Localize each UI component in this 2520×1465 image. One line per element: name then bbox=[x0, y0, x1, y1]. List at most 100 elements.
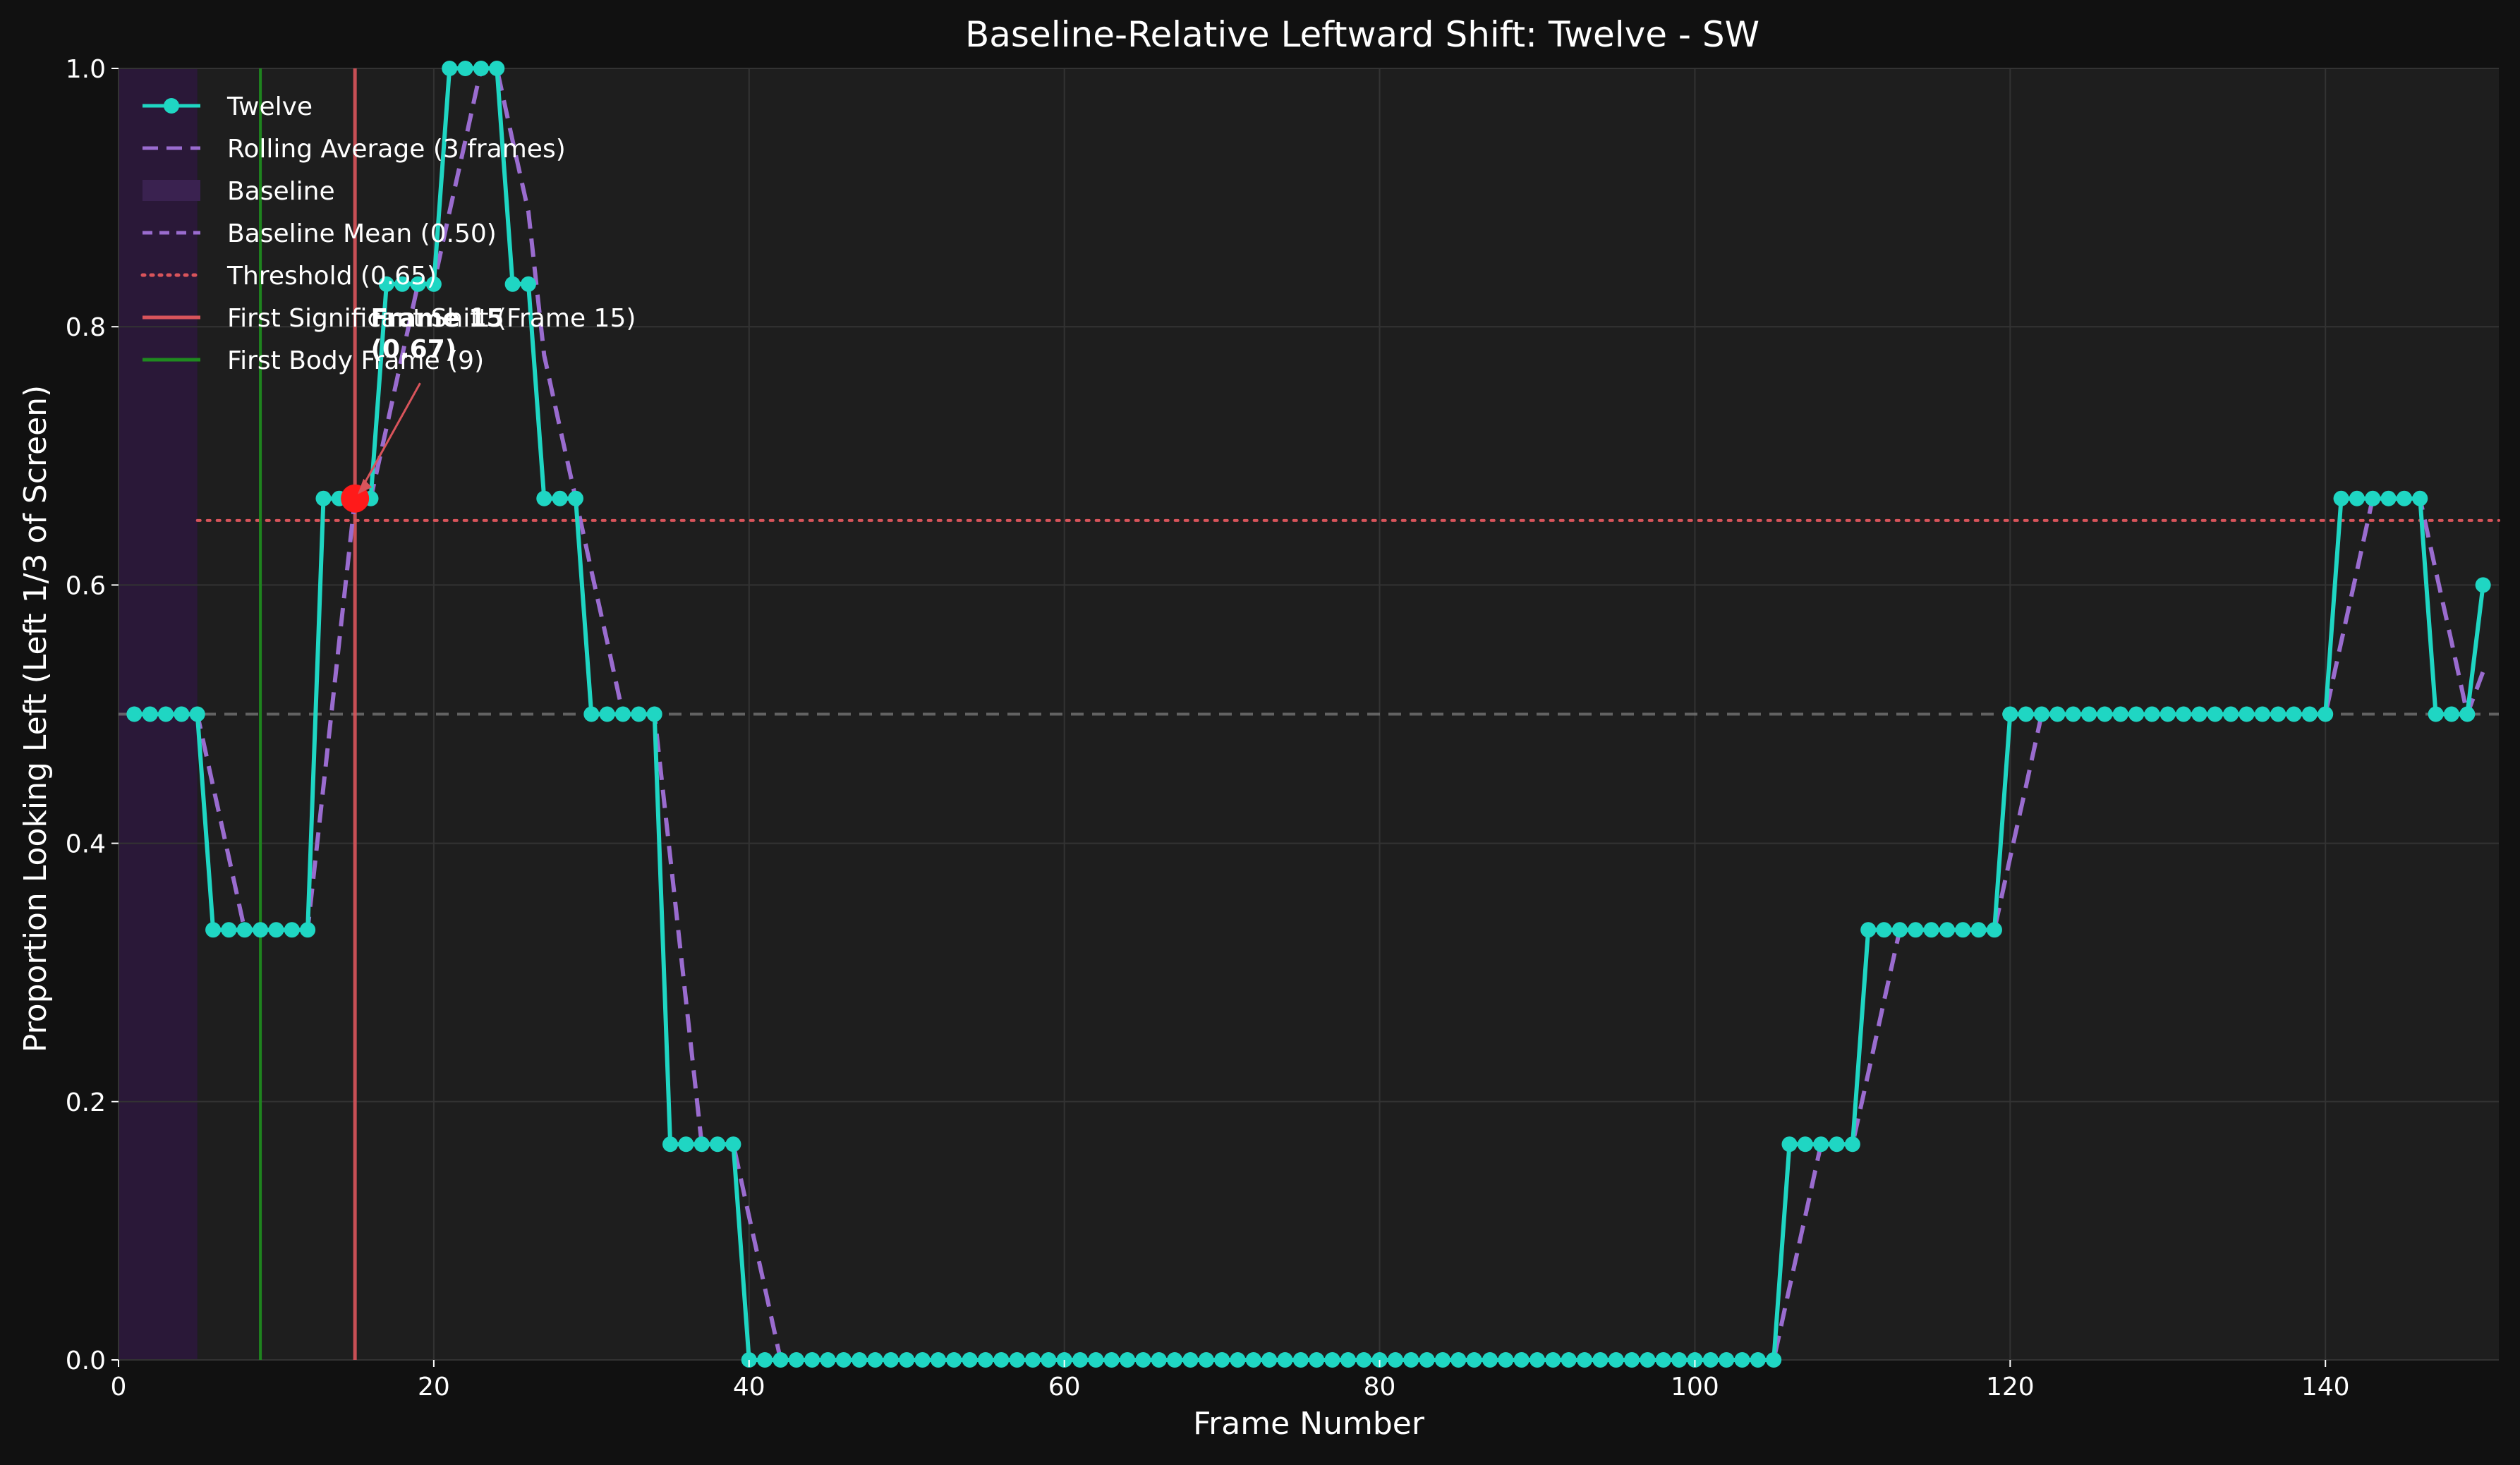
series-layer bbox=[126, 61, 2491, 1368]
twelve-point bbox=[1041, 1352, 1057, 1368]
twelve-point bbox=[867, 1352, 883, 1368]
twelve-point bbox=[773, 1352, 789, 1368]
twelve-point bbox=[520, 276, 536, 292]
twelve-point bbox=[662, 1136, 679, 1153]
twelve-point bbox=[300, 922, 316, 938]
twelve-point bbox=[457, 61, 473, 76]
twelve-point bbox=[2428, 706, 2444, 722]
twelve-point bbox=[1024, 1352, 1041, 1368]
twelve-point bbox=[2191, 706, 2207, 722]
twelve-point bbox=[1860, 922, 1877, 938]
x-tick-label: 0 bbox=[111, 1373, 127, 1402]
twelve-point bbox=[205, 922, 222, 938]
twelve-point bbox=[1103, 1352, 1120, 1368]
twelve-point bbox=[1182, 1352, 1199, 1368]
twelve-point bbox=[1608, 1352, 1624, 1368]
twelve-point bbox=[2349, 490, 2365, 506]
twelve-point bbox=[804, 1352, 820, 1368]
twelve-point bbox=[1009, 1352, 1025, 1368]
twelve-point bbox=[504, 276, 521, 292]
twelve-point bbox=[1498, 1352, 1514, 1368]
twelve-point bbox=[946, 1352, 962, 1368]
legend-marker bbox=[164, 98, 179, 114]
twelve-point bbox=[2239, 706, 2255, 722]
legend: Twelve Rolling Average (3 frames) Baseline… bbox=[140, 92, 636, 375]
legend-entry-label: Threshold (0.65) bbox=[226, 262, 437, 291]
twelve-point bbox=[1309, 1352, 1325, 1368]
annotation-arrow bbox=[358, 382, 421, 494]
twelve-point bbox=[221, 922, 237, 938]
twelve-point bbox=[1955, 922, 1971, 938]
twelve-point bbox=[284, 922, 300, 938]
x-tick-label: 120 bbox=[1986, 1373, 2035, 1402]
twelve-point bbox=[1245, 1352, 1261, 1368]
twelve-point bbox=[489, 61, 505, 76]
twelve-point bbox=[442, 61, 458, 76]
twelve-point bbox=[710, 1136, 726, 1153]
twelve-point bbox=[1781, 1136, 1798, 1153]
twelve-point bbox=[631, 706, 647, 722]
twelve-point bbox=[1513, 1352, 1529, 1368]
twelve-point bbox=[142, 706, 158, 722]
twelve-point bbox=[583, 706, 600, 722]
twelve-point bbox=[394, 276, 411, 292]
twelve-point bbox=[236, 922, 253, 938]
annotation: Frame 15(0.67) bbox=[341, 304, 504, 513]
twelve-point bbox=[725, 1136, 741, 1153]
twelve-point bbox=[1324, 1352, 1340, 1368]
twelve-point bbox=[1529, 1352, 1545, 1368]
twelve-point bbox=[1230, 1352, 1246, 1368]
twelve-point bbox=[2333, 490, 2349, 506]
twelve-point bbox=[1340, 1352, 1356, 1368]
twelve-point bbox=[883, 1352, 899, 1368]
twelve-point bbox=[1908, 922, 1924, 938]
reference-lines bbox=[119, 68, 2500, 1360]
y-tick-label: 1.0 bbox=[66, 55, 106, 84]
twelve-point bbox=[1891, 922, 1908, 938]
twelve-point bbox=[977, 1352, 993, 1368]
twelve-point bbox=[2443, 706, 2459, 722]
twelve-point bbox=[2018, 706, 2034, 722]
twelve-point bbox=[410, 276, 426, 292]
twelve-point bbox=[2396, 490, 2412, 506]
annotation-line: (0.67) bbox=[371, 335, 457, 364]
twelve-point bbox=[1151, 1352, 1167, 1368]
twelve-point bbox=[1277, 1352, 1293, 1368]
twelve-point bbox=[2065, 706, 2081, 722]
twelve-point bbox=[615, 706, 631, 722]
annotation-line: Frame 15 bbox=[371, 304, 504, 333]
twelve-point bbox=[962, 1352, 978, 1368]
twelve-point bbox=[1655, 1352, 1671, 1368]
twelve-point bbox=[2034, 706, 2050, 722]
y-tick-label: 0.4 bbox=[66, 830, 106, 859]
twelve-point bbox=[1719, 1352, 1735, 1368]
twelve-point bbox=[678, 1136, 694, 1153]
x-tick-label: 100 bbox=[1671, 1373, 1719, 1402]
twelve-point bbox=[1135, 1352, 1151, 1368]
twelve-point bbox=[1434, 1352, 1450, 1368]
twelve-point bbox=[1829, 1136, 1845, 1153]
legend-entry-label: Twelve bbox=[226, 92, 313, 121]
twelve-point bbox=[1766, 1352, 1782, 1368]
twelve-point bbox=[1624, 1352, 1640, 1368]
tick-labels: 0 20 40 60 80 100 120 140 0.0 0.2 0.4 0.6 0.8 1.0 bbox=[66, 55, 2350, 1402]
x-tick-label: 20 bbox=[418, 1373, 450, 1402]
twelve-point bbox=[1198, 1352, 1214, 1368]
twelve-point bbox=[1561, 1352, 1577, 1368]
twelve-point bbox=[914, 1352, 931, 1368]
twelve-point bbox=[2223, 706, 2239, 722]
twelve-point bbox=[189, 706, 205, 722]
twelve-point bbox=[1640, 1352, 1656, 1368]
twelve-point bbox=[1403, 1352, 1419, 1368]
y-tick-label: 0.0 bbox=[66, 1347, 106, 1375]
twelve-point bbox=[2301, 706, 2318, 722]
twelve-point bbox=[599, 706, 615, 722]
twelve-point bbox=[2097, 706, 2113, 722]
twelve-point bbox=[1450, 1352, 1467, 1368]
legend-entry-label: First Body Frame (9) bbox=[227, 346, 484, 375]
twelve-point bbox=[2412, 490, 2428, 506]
twelve-point bbox=[1986, 922, 2002, 938]
y-tick-label: 0.6 bbox=[66, 571, 106, 600]
twelve-point bbox=[1167, 1352, 1183, 1368]
